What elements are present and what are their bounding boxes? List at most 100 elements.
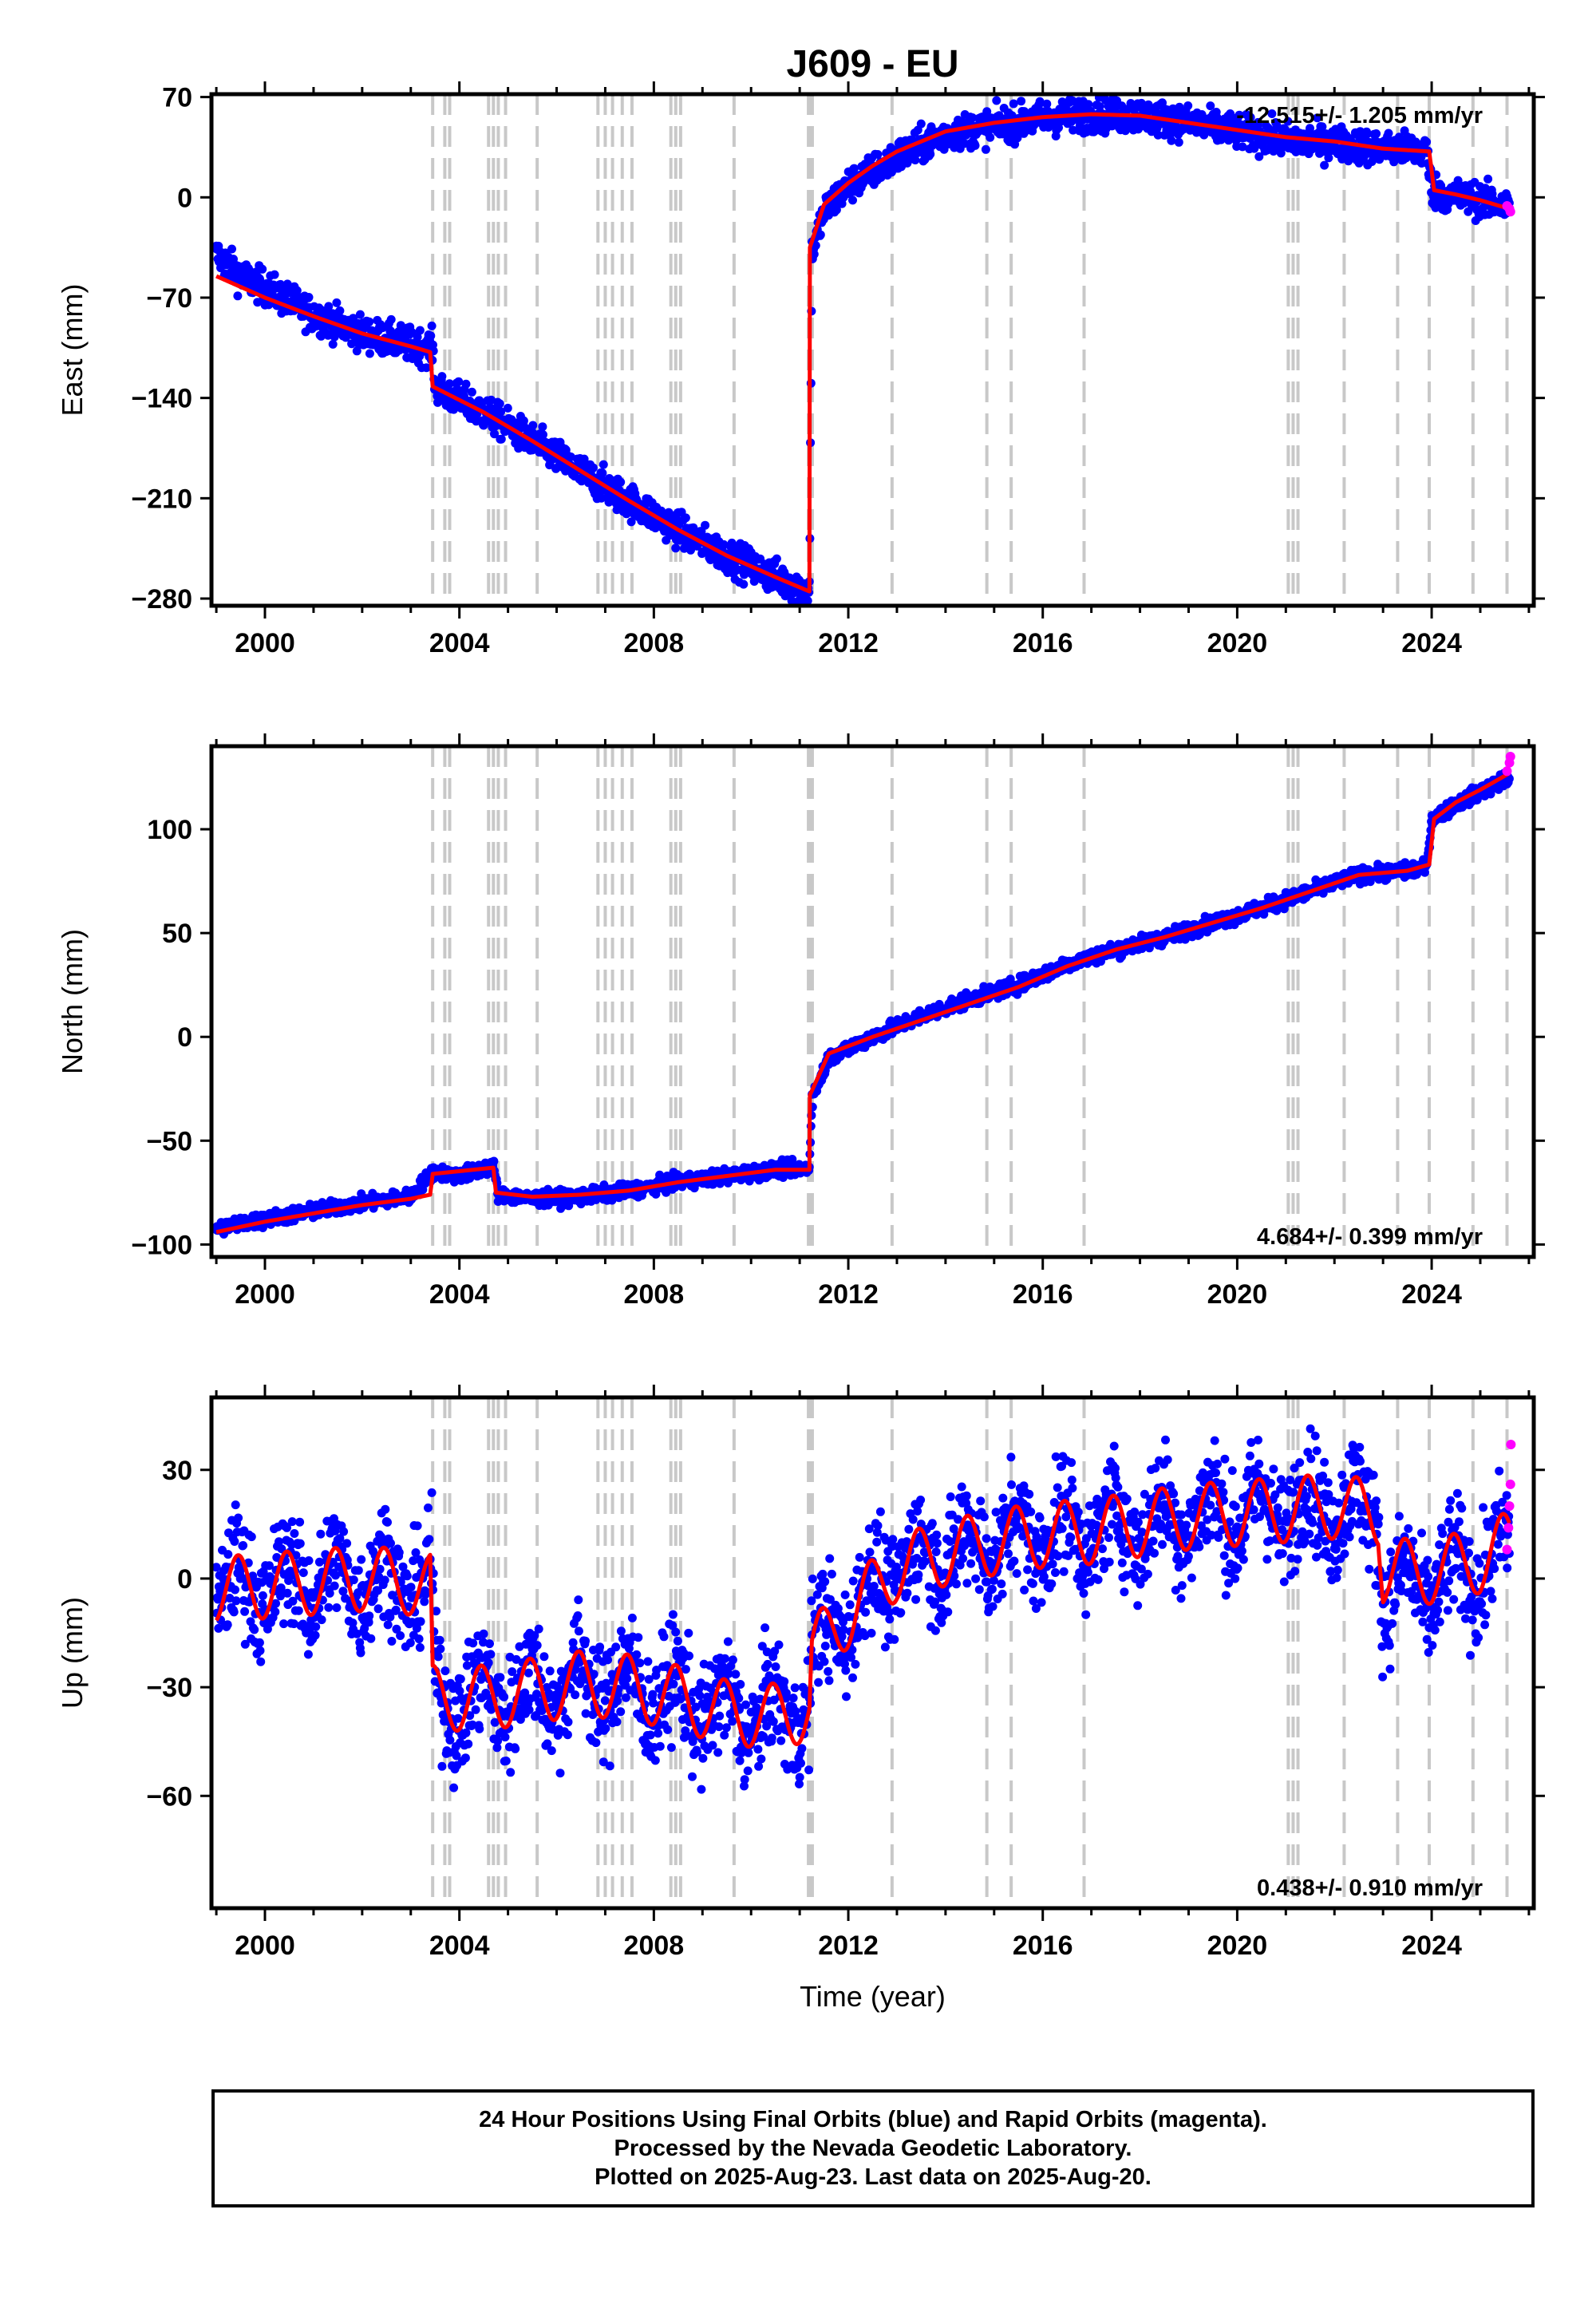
data-point: [365, 317, 374, 326]
data-point: [970, 140, 980, 150]
data-point: [1254, 117, 1262, 127]
data-point: [454, 377, 464, 386]
data-point: [626, 517, 636, 527]
data-point: [1084, 100, 1093, 109]
data-point: [873, 150, 883, 159]
data-point: [538, 422, 547, 432]
data-point: [421, 363, 431, 373]
y-tick-label: −210: [131, 484, 192, 514]
data-point: [1324, 153, 1333, 163]
data-point: [1054, 123, 1063, 132]
position-series: [211, 94, 1514, 606]
data-point: [598, 468, 607, 478]
data-point: [227, 244, 236, 254]
data-point: [982, 107, 992, 117]
data-point: [926, 149, 935, 159]
data-point: [467, 387, 476, 397]
data-point: [992, 96, 1001, 105]
data-point: [1183, 101, 1193, 110]
x-tick-label: 2004: [429, 628, 490, 658]
data-point: [1095, 102, 1104, 111]
x-tick-label: 2000: [235, 628, 295, 658]
data-point: [1254, 152, 1264, 161]
data-point: [328, 339, 338, 349]
data-point: [332, 298, 342, 307]
x-tick-label: 2020: [1207, 628, 1268, 658]
data-point: [616, 477, 626, 487]
data-point: [809, 250, 819, 259]
data-point: [911, 156, 920, 164]
data-point: [803, 596, 812, 606]
data-point: [986, 132, 995, 142]
data-point: [355, 310, 365, 319]
data-point: [739, 579, 749, 589]
y-tick-label: −70: [146, 283, 192, 314]
data-point: [1267, 109, 1277, 118]
data-point: [1167, 136, 1176, 145]
data-point: [444, 379, 454, 389]
data-point: [1317, 122, 1327, 132]
data-point: [597, 493, 606, 503]
data-point: [1372, 129, 1381, 138]
data-point: [1483, 174, 1493, 184]
data-point: [496, 434, 506, 444]
data-point: [1035, 97, 1045, 106]
data-point: [811, 241, 820, 251]
data-point: [589, 463, 598, 472]
position-series: [211, 769, 1514, 1239]
data-point: [415, 326, 425, 335]
data-point: [1422, 137, 1432, 147]
data-point: [1313, 113, 1322, 123]
plot-area: [211, 746, 1515, 1257]
data-point: [916, 119, 926, 128]
data-point: [490, 429, 499, 439]
plot-area: [211, 94, 1515, 606]
data-point: [968, 113, 978, 122]
model-fit-line: [215, 771, 1511, 1235]
x-tick-label: 2016: [1013, 628, 1073, 658]
data-point: [386, 314, 396, 324]
data-point: [292, 286, 302, 295]
data-point: [335, 306, 345, 315]
data-point: [671, 543, 681, 553]
data-point: [1174, 137, 1183, 147]
data-point: [1235, 110, 1244, 120]
data-point: [258, 264, 267, 274]
data-point: [681, 513, 690, 523]
rate-label: -12.515+/- 1.205 mm/yr: [1236, 103, 1483, 128]
data-point: [1306, 124, 1314, 133]
y-tick-label: 0: [177, 183, 192, 213]
x-tick-label: 2024: [1401, 628, 1462, 658]
data-point: [427, 321, 437, 330]
data-point: [539, 430, 547, 440]
data-point: [701, 520, 710, 530]
data-point: [848, 196, 857, 205]
data-point: [1017, 97, 1026, 106]
data-point: [1009, 99, 1018, 109]
data-point: [850, 164, 859, 173]
data-point: [282, 279, 292, 289]
data-point: [1283, 117, 1293, 126]
data-point: [304, 293, 314, 302]
data-point: [1246, 113, 1255, 122]
data-point: [233, 291, 243, 301]
data-point: [816, 230, 825, 239]
data-point: [1238, 142, 1247, 152]
y-tick-label: 70: [162, 83, 192, 113]
data-point: [1069, 125, 1078, 135]
data-point: [981, 144, 990, 154]
data-point: [1042, 99, 1052, 109]
data-point: [1206, 101, 1215, 111]
data-point: [426, 331, 436, 341]
data-point: [459, 391, 468, 401]
data-point: [1384, 128, 1393, 138]
data-point: [772, 554, 781, 563]
data-point: [437, 372, 447, 381]
data-point: [461, 379, 471, 389]
data-point: [270, 270, 279, 279]
data-point: [365, 349, 374, 358]
data-point: [1320, 160, 1329, 170]
